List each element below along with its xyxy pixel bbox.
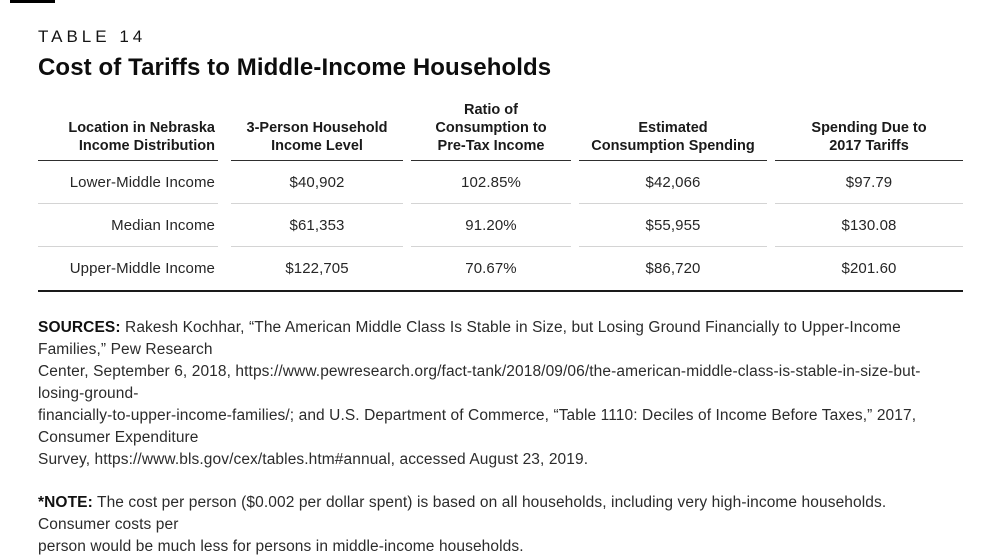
table-number-label: TABLE 14 [38,27,147,46]
header-line: Income Level [271,138,363,154]
cell-consumption-spending: $42,066 [579,161,767,204]
table-row-median: Median Income $61,353 91.20% $55,955 $13… [38,204,963,247]
header-line: Consumption Spending [591,138,755,154]
note-label: *NOTE: [38,494,93,511]
header-line: Location in Nebraska [68,120,215,136]
table-header-row: Location in Nebraska Income Distribution… [38,99,963,161]
cell-tariff-spending: $130.08 [775,204,963,247]
note-text: The cost per person ($0.002 per dollar s… [38,494,887,533]
table-body: Lower-Middle Income $40,902 102.85% $42,… [38,161,963,290]
sources-line: financially-to-upper-income-families/; a… [38,407,917,446]
header-line: Spending Due to [811,120,927,136]
cell-consumption-spending: $86,720 [645,260,701,277]
header-line: Consumption to [435,120,547,136]
note-paragraph: *NOTE: The cost per person ($0.002 per d… [38,492,962,558]
cell-income-level: $61,353 [231,204,403,247]
header-line: 2017 Tariffs [829,138,909,154]
header-line: 3-Person Household [246,120,388,136]
header-line: Pre-Tax Income [437,138,545,154]
column-header-location: Location in Nebraska Income Distribution [38,99,218,161]
cell-consumption-spending: $55,955 [579,204,767,247]
cell-consumption-ratio: 91.20% [411,204,571,247]
column-header-tariff-spending: Spending Due to 2017 Tariffs [775,99,963,161]
column-header-income-level: 3-Person Household Income Level [231,99,403,161]
sources-text: Rakesh Kochhar, “The American Middle Cla… [38,319,901,358]
cell-location: Upper-Middle Income [69,260,215,277]
document-page: TABLE 14 Cost of Tariffs to Middle-Incom… [10,0,963,555]
table-title: Cost of Tariffs to Middle-Income Househo… [38,54,552,81]
header-line: Ratio of [464,102,518,118]
header-line: Estimated [638,120,708,136]
table-row-lower-middle: Lower-Middle Income $40,902 102.85% $42,… [38,161,963,204]
tariff-cost-table: Location in Nebraska Income Distribution… [38,99,963,292]
cell-consumption-ratio: 70.67% [465,260,517,277]
cell-location: Median Income [38,204,218,247]
cell-location: Lower-Middle Income [38,161,218,204]
page-edge-mark [10,0,55,3]
note-line: person would be much less for persons in… [38,538,524,555]
sources-line: Center, September 6, 2018, https://www.p… [38,363,921,402]
column-header-consumption-ratio: Ratio of Consumption to Pre-Tax Income [411,99,571,161]
cell-income-level: $40,902 [231,161,403,204]
note-line: *NOTE: The cost per person ($0.002 per d… [38,492,962,536]
sources-line: Survey, https://www.bls.gov/cex/tables.h… [38,451,589,468]
cell-consumption-ratio: 102.85% [411,161,571,204]
header-line: Income Distribution [78,138,215,154]
cell-tariff-spending: $201.60 [841,260,897,277]
cell-tariff-spending: $97.79 [775,161,963,204]
table-row-upper-middle: Upper-Middle Income $122,705 70.67% $86,… [38,247,963,290]
sources-line: SOURCES: Rakesh Kochhar, “The American M… [38,317,962,361]
cell-income-level: $122,705 [285,260,349,277]
column-header-consumption-spending: Estimated Consumption Spending [579,99,767,161]
sources-paragraph: SOURCES: Rakesh Kochhar, “The American M… [38,317,962,471]
sources-label: SOURCES: [38,319,121,336]
